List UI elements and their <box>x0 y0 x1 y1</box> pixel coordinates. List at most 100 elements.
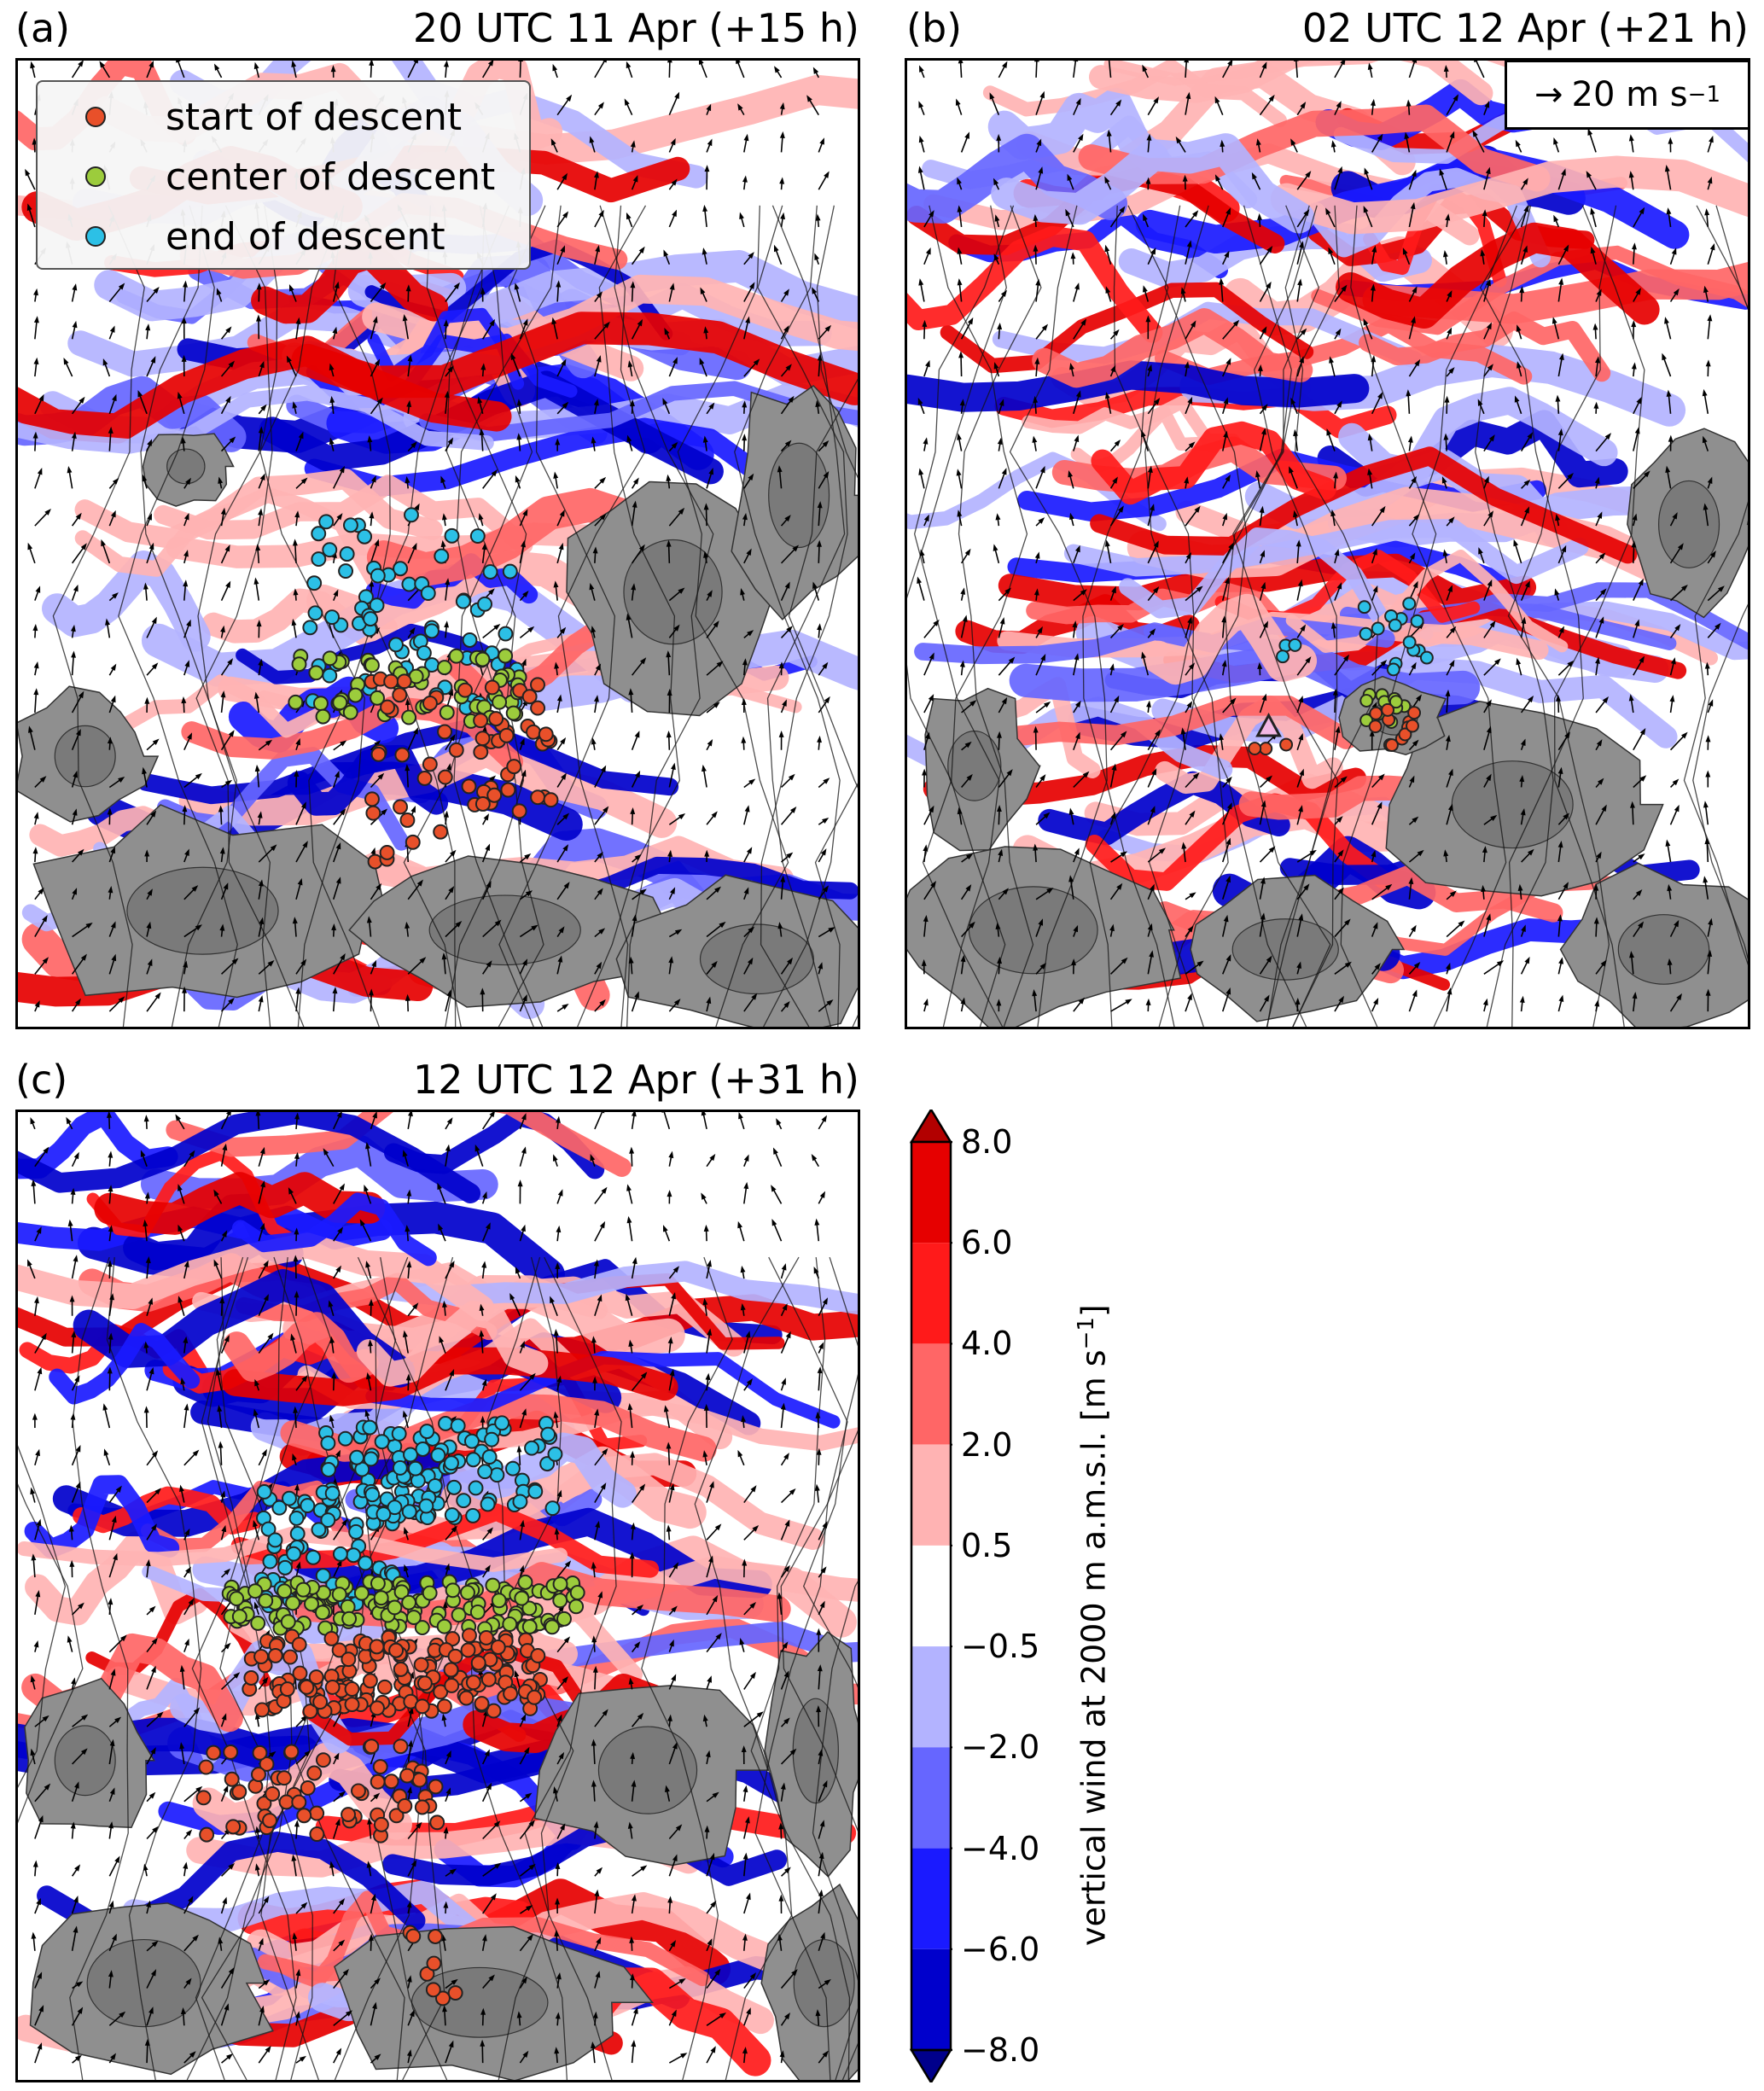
wind-arrow-head <box>223 882 229 890</box>
wind-arrow-head <box>1371 245 1377 253</box>
wind-arrow-head <box>957 510 963 517</box>
start-of-descent-point <box>231 1784 247 1800</box>
center-of-descent-point <box>405 1610 422 1626</box>
wind-arrow-head <box>31 1553 37 1561</box>
wind-band <box>73 1269 416 1388</box>
wind-arrow-head <box>1472 130 1478 137</box>
center-of-descent-point <box>498 648 514 664</box>
wind-arrow-head <box>562 401 569 409</box>
wind-arrow-head <box>1380 659 1388 667</box>
wind-arrow-head <box>705 1750 711 1758</box>
wind-arrow-head <box>220 690 226 698</box>
wind-band <box>934 696 1414 749</box>
center-of-descent-point <box>1359 714 1374 727</box>
wind-arrow-head <box>1330 140 1336 148</box>
wind-arrow-head <box>1298 695 1304 703</box>
wind-arrow-head <box>73 770 78 778</box>
wind-arrow-head <box>1268 94 1275 102</box>
wind-arrow-head <box>1335 328 1342 336</box>
start-of-descent-point <box>223 1744 239 1760</box>
wind-arrow-head <box>627 360 633 368</box>
wind-arrow-head <box>334 1752 340 1760</box>
wind-arrow-head <box>118 996 125 1004</box>
wind-arrow-head <box>593 695 599 702</box>
start-of-descent-point <box>416 1675 433 1692</box>
wind-arrow-head <box>226 1112 231 1116</box>
wind-arrow-head <box>783 1000 790 1009</box>
start-of-descent-point <box>425 1982 441 1998</box>
wind-arrow-shaft <box>1109 508 1123 527</box>
wind-arrow-head <box>632 500 637 508</box>
wind-arrow-head <box>258 658 264 667</box>
wind-arrow-head <box>822 1521 828 1529</box>
end-of-descent-point <box>300 1498 316 1514</box>
end-of-descent-point <box>289 1526 306 1541</box>
wind-arrow-head <box>483 813 490 821</box>
wind-arrow-head <box>288 1187 294 1195</box>
wind-arrow-head <box>446 1117 453 1125</box>
wind-arrow-shaft <box>1073 393 1080 415</box>
contour-line <box>191 1257 297 2080</box>
wind-arrow-head <box>707 1938 713 1946</box>
wind-arrow-head <box>1158 847 1166 854</box>
wind-arrow-head <box>148 2007 154 2014</box>
wind-arrow-head <box>1639 207 1645 215</box>
wind-arrow-head <box>445 1144 451 1152</box>
wind-arrow-head <box>1665 839 1671 847</box>
wind-arrow-head <box>218 805 224 813</box>
wind-arrow-head <box>150 356 156 364</box>
wind-arrow-head <box>449 1868 457 1875</box>
legend-label-start: start of descent <box>166 95 463 139</box>
start-of-descent-point <box>500 782 516 798</box>
start-of-descent-point <box>530 1647 546 1663</box>
wind-arrow-head <box>631 1779 637 1787</box>
wind-arrow-head <box>957 177 962 185</box>
wind-arrow-head <box>329 1414 335 1422</box>
colorbar-segment <box>911 1343 951 1445</box>
wind-arrow-head <box>773 244 779 253</box>
wind-arrow-head <box>368 1298 374 1306</box>
wind-arrow-head <box>1594 999 1600 1007</box>
wind-arrow-head <box>595 663 602 671</box>
wind-arrow-head <box>1069 363 1074 370</box>
wind-arrow-head <box>111 1515 117 1523</box>
wind-arrow-head <box>1555 513 1561 521</box>
wind-arrow-head <box>555 2012 561 2019</box>
wind-arrow-head <box>182 986 187 993</box>
wind-arrow-head <box>286 355 292 364</box>
wind-arrow-head <box>742 1785 748 1793</box>
wind-arrow-head <box>38 1814 44 1823</box>
contour-line <box>524 1256 622 2080</box>
contour-line <box>641 1256 733 2080</box>
contour-line <box>750 1257 851 2080</box>
wind-arrow-head <box>228 1862 236 1870</box>
wind-arrow-head <box>515 475 521 483</box>
wind-arrow-head <box>1447 987 1453 995</box>
wind-arrow-head <box>1071 958 1076 966</box>
wind-arrow-head <box>376 397 383 405</box>
center-of-descent-point <box>439 704 455 720</box>
center-of-descent-point <box>445 1582 461 1599</box>
wind-arrow-head <box>815 399 821 408</box>
wind-arrow-head <box>109 1739 115 1747</box>
wind-arrow-head <box>1411 475 1417 484</box>
wind-arrow-shaft <box>258 429 262 451</box>
end-of-descent-point <box>370 568 386 584</box>
wind-arrow-head <box>564 1560 572 1568</box>
wind-arrow-head <box>1644 470 1650 478</box>
wind-arrow-head <box>816 1705 821 1713</box>
wind-arrow-head <box>672 1742 678 1750</box>
center-of-descent-point <box>552 1576 568 1593</box>
wind-arrow-head <box>73 1896 79 1903</box>
wind-arrow-head <box>558 542 564 550</box>
wind-arrow-shaft <box>1633 581 1643 601</box>
end-of-descent-point <box>456 1493 472 1509</box>
wind-arrow-head <box>630 1450 635 1458</box>
wind-arrow-head <box>965 853 974 860</box>
wind-arrow-shaft <box>1109 766 1115 788</box>
start-of-descent-point <box>397 1798 413 1814</box>
wind-arrow-head <box>1303 883 1310 891</box>
wind-arrow-shaft <box>1407 393 1411 414</box>
wind-arrow-shaft <box>594 1593 603 1616</box>
wind-arrow-head <box>1527 432 1534 440</box>
